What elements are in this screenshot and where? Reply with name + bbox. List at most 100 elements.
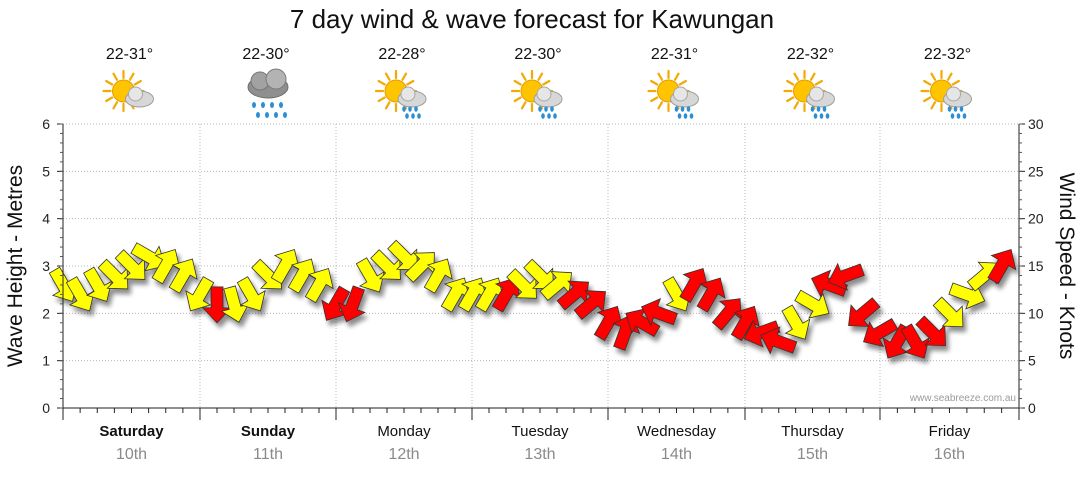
- wind-arrow: [679, 267, 709, 304]
- y-tick-label: 3: [42, 258, 50, 274]
- cloud-puff: [536, 86, 552, 102]
- wind-arrow: [760, 326, 798, 355]
- rain-drop: [252, 102, 256, 108]
- rain-cloud-icon: [247, 68, 289, 118]
- sun-ray: [537, 72, 544, 81]
- cloud-puff: [946, 86, 961, 102]
- wind-arrow: [387, 239, 418, 271]
- rain-drop: [956, 113, 961, 119]
- wind-arrow: [827, 262, 865, 291]
- wind-arrow: [474, 277, 504, 313]
- y2-tick-label: 10: [1028, 305, 1044, 321]
- y-tick-label: 4: [42, 211, 50, 227]
- rain-drop: [274, 112, 278, 118]
- wind-arrow: [423, 258, 453, 294]
- rain-drop: [947, 106, 952, 112]
- day-label: Monday: [377, 423, 431, 440]
- rain-drop: [674, 106, 679, 112]
- sun-ray: [793, 101, 800, 110]
- sun-ray: [542, 79, 551, 86]
- sun-ray: [946, 72, 953, 81]
- wind-arrow: [987, 249, 1017, 285]
- rain-drop: [541, 113, 545, 119]
- wind-arrow: [915, 315, 946, 347]
- sun-ray: [384, 101, 391, 110]
- sun-ray: [650, 96, 659, 103]
- day-date: 14th: [661, 446, 692, 463]
- day-label: Wednesday: [637, 423, 716, 440]
- sun-ray: [384, 72, 391, 81]
- cloud-puff: [400, 86, 416, 102]
- sun-ray: [657, 72, 664, 81]
- wind-arrow: [457, 277, 487, 313]
- wind-arrow: [202, 286, 232, 324]
- rain-drop: [411, 113, 415, 119]
- wind-arrow: [863, 318, 899, 348]
- y-tick-label: 0: [42, 400, 50, 416]
- wind-arrow: [168, 258, 198, 294]
- sun-ray: [923, 79, 932, 86]
- sun-ray: [951, 79, 960, 86]
- y-tick-label: 1: [42, 353, 50, 369]
- rain-drop: [547, 113, 551, 119]
- wind-arrow: [151, 249, 181, 285]
- rain-drop: [544, 106, 548, 112]
- sun-ray: [406, 79, 415, 86]
- wind-arrow: [83, 266, 113, 302]
- y2-tick-label: 15: [1028, 258, 1044, 274]
- day-temp: 22-31°: [106, 46, 153, 63]
- rain-drop: [953, 106, 958, 112]
- day-temp: 22-32°: [924, 46, 971, 63]
- rain-drop: [553, 113, 557, 119]
- sun-showers-icon: [647, 69, 699, 119]
- wind-arrow: [304, 267, 334, 304]
- y2-axis-label: Wind Speed - Knots: [1055, 173, 1078, 360]
- rain-drop: [408, 106, 412, 112]
- rain-drop: [256, 112, 260, 118]
- day-label: Friday: [929, 423, 971, 440]
- rain-drop: [962, 113, 967, 119]
- rain-drop: [279, 102, 283, 108]
- day-temp: 22-30°: [514, 46, 561, 63]
- day-label: Thursday: [781, 423, 844, 440]
- cloud-puff: [809, 86, 824, 102]
- wind-arrow: [640, 298, 678, 327]
- day-date: 16th: [934, 446, 965, 463]
- cloud-puff: [673, 86, 688, 102]
- wind-arrow: [625, 308, 661, 338]
- sun-ray: [678, 79, 687, 86]
- sun-ray: [786, 79, 795, 86]
- cloud-puff: [128, 86, 143, 102]
- y-axis-label: Wave Height - Metres: [4, 165, 27, 367]
- sun-ray: [520, 72, 527, 81]
- sun-ray: [377, 96, 386, 103]
- day-date: 12th: [388, 446, 419, 463]
- rain-drop: [810, 106, 815, 112]
- rain-drop: [813, 113, 818, 119]
- rain-drop: [950, 113, 955, 119]
- wind-arrow: [114, 249, 146, 280]
- chart-title: 7 day wind & wave forecast for Kawungan: [290, 4, 774, 34]
- sun-ray: [133, 79, 142, 86]
- sun-showers-icon: [510, 69, 563, 119]
- rain-drop: [414, 106, 418, 112]
- wind-arrow: [711, 298, 742, 331]
- sun-ray: [650, 79, 659, 86]
- wind-arrow: [848, 297, 881, 328]
- sun-ray: [105, 79, 114, 86]
- wind-arrow: [337, 285, 366, 323]
- rain-drop: [959, 106, 964, 112]
- y2-tick-label: 25: [1028, 163, 1044, 179]
- day-date: 11th: [253, 446, 283, 463]
- wind-arrow: [220, 285, 250, 323]
- sun-ray: [930, 101, 937, 110]
- y-tick-label: 6: [42, 116, 50, 132]
- sun-ray: [112, 72, 119, 81]
- wind-arrow: [97, 258, 129, 290]
- rain-drop: [283, 112, 287, 118]
- rain-drop: [680, 106, 685, 112]
- day-date: 15th: [797, 446, 828, 463]
- sun-ray: [809, 72, 816, 81]
